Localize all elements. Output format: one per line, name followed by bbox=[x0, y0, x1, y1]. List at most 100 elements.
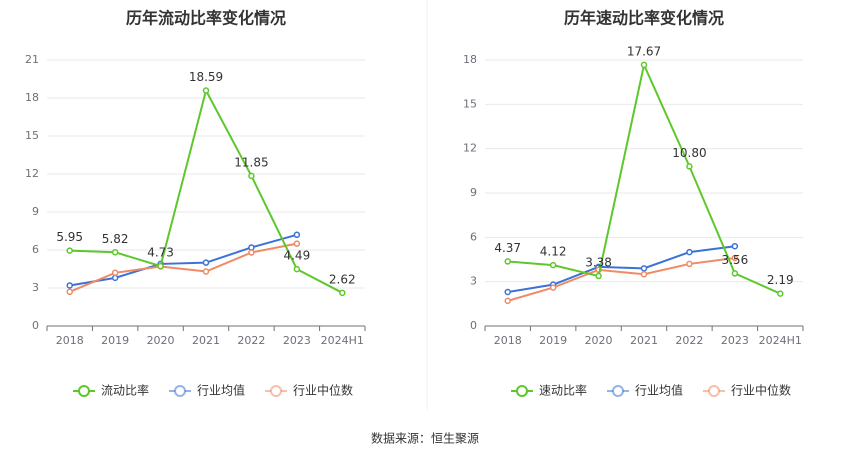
x-tick-label: 2022 bbox=[237, 334, 265, 347]
data-point bbox=[640, 271, 648, 278]
y-tick-label: 18 bbox=[463, 53, 477, 66]
data-point bbox=[111, 249, 119, 256]
data-label: 5.82 bbox=[102, 232, 129, 246]
y-tick-label: 0 bbox=[32, 319, 39, 332]
data-point bbox=[66, 288, 73, 296]
series-3 bbox=[504, 254, 739, 305]
y-tick-label: 9 bbox=[32, 205, 39, 218]
x-tick-label: 2018 bbox=[494, 334, 522, 347]
y-tick-label: 12 bbox=[25, 167, 39, 180]
data-point bbox=[640, 61, 648, 69]
data-point bbox=[293, 265, 301, 273]
data-point bbox=[111, 269, 119, 277]
series-line bbox=[507, 257, 735, 302]
legend-item[interactable]: 行业中位数 bbox=[265, 383, 353, 398]
legend-label: 行业中位数 bbox=[293, 383, 353, 398]
data-point bbox=[640, 265, 648, 272]
data-point bbox=[549, 284, 557, 291]
data-point bbox=[66, 247, 73, 254]
data-point bbox=[686, 163, 693, 170]
legend-item[interactable]: 行业中位数 bbox=[703, 383, 791, 398]
y-tick-label: 18 bbox=[25, 91, 39, 104]
x-tick-label: 2023 bbox=[283, 334, 311, 347]
y-tick-label: 12 bbox=[463, 142, 477, 155]
data-label: 11.85 bbox=[234, 155, 268, 169]
legend: 流动比率 行业均值 行业中位数 bbox=[73, 383, 353, 398]
legend-item[interactable]: 流动比率 bbox=[73, 383, 149, 398]
data-label: 10.80 bbox=[672, 146, 706, 160]
chart-panel-1: 历年流动比率变化情况 0 3 6 9 12 15 18 21 2018 2019 2020 2021 20… bbox=[25, 9, 366, 398]
legend: 速动比率 行业均值 行业中位数 bbox=[511, 383, 791, 398]
y-tick-label: 3 bbox=[32, 281, 39, 294]
legend-label: 行业中位数 bbox=[731, 383, 791, 398]
data-point bbox=[248, 249, 255, 256]
legend-marker bbox=[612, 385, 624, 397]
series-line bbox=[69, 242, 298, 293]
data-point bbox=[248, 244, 255, 251]
x-tick-label: 2020 bbox=[147, 334, 175, 347]
data-label: 5.95 bbox=[56, 230, 83, 244]
x-tick-label: 2018 bbox=[56, 334, 84, 347]
data-point bbox=[293, 231, 301, 239]
data-point bbox=[731, 242, 739, 250]
y-tick-label: 15 bbox=[25, 129, 39, 142]
data-point bbox=[202, 268, 210, 275]
data-point bbox=[731, 254, 739, 262]
series-1 bbox=[504, 61, 784, 297]
data-label: 17.67 bbox=[627, 44, 661, 58]
x-tick-label: 2024H1 bbox=[321, 334, 364, 347]
x-tick-label: 2019 bbox=[539, 334, 567, 347]
series-line bbox=[507, 245, 735, 293]
y-tick-label: 9 bbox=[470, 186, 477, 199]
y-tick-label: 3 bbox=[470, 275, 477, 288]
chart-title: 历年流动比率变化情况 bbox=[126, 9, 286, 28]
data-label: 4.12 bbox=[540, 245, 567, 259]
data-point bbox=[248, 172, 255, 180]
y-tick-label: 15 bbox=[463, 97, 477, 110]
data-label: 4.73 bbox=[147, 246, 174, 260]
data-point bbox=[549, 261, 557, 269]
data-point bbox=[504, 258, 511, 265]
data-point bbox=[339, 289, 346, 297]
legend-item[interactable]: 速动比率 bbox=[511, 383, 587, 398]
chart-panel-2: 历年速动比率变化情况 0 3 6 9 12 15 18 2018 2019 2020 2021 2022… bbox=[463, 9, 804, 398]
data-point bbox=[504, 288, 511, 296]
data-point bbox=[157, 262, 164, 270]
data-label: 3.56 bbox=[721, 253, 748, 267]
legend-marker bbox=[516, 385, 528, 397]
data-label: 4.37 bbox=[494, 241, 521, 255]
data-point bbox=[504, 297, 511, 305]
x-tick-label: 2019 bbox=[101, 334, 129, 347]
legend-marker bbox=[174, 385, 186, 397]
source-text: 数据来源：恒生聚源 bbox=[371, 431, 479, 446]
data-point bbox=[777, 290, 784, 297]
data-point bbox=[595, 272, 602, 280]
legend-marker bbox=[270, 385, 282, 397]
data-label: 2.62 bbox=[329, 272, 356, 286]
y-tick-label: 0 bbox=[470, 319, 477, 332]
legend-item[interactable]: 行业均值 bbox=[607, 383, 683, 398]
data-point bbox=[66, 282, 73, 289]
x-tick-label: 2021 bbox=[630, 334, 658, 347]
y-tick-label: 6 bbox=[470, 230, 477, 243]
data-label: 18.59 bbox=[189, 70, 223, 84]
legend-label: 行业均值 bbox=[635, 383, 683, 398]
x-tick-label: 2020 bbox=[585, 334, 613, 347]
data-point bbox=[202, 87, 210, 94]
y-tick-label: 6 bbox=[32, 243, 39, 256]
chart-title: 历年速动比率变化情况 bbox=[564, 9, 724, 28]
y-tick-label: 21 bbox=[25, 53, 39, 66]
data-label: 3.38 bbox=[585, 256, 612, 270]
x-tick-label: 2023 bbox=[721, 334, 749, 347]
series-3 bbox=[66, 240, 301, 296]
legend-label: 速动比率 bbox=[539, 383, 587, 398]
legend-item[interactable]: 行业均值 bbox=[169, 383, 245, 398]
legend-marker bbox=[708, 385, 720, 397]
data-label: 4.49 bbox=[283, 249, 310, 263]
data-point bbox=[111, 274, 119, 282]
data-point bbox=[686, 248, 693, 256]
legend-label: 行业均值 bbox=[197, 383, 245, 398]
data-label: 2.19 bbox=[767, 273, 794, 287]
x-tick-label: 2022 bbox=[675, 334, 703, 347]
